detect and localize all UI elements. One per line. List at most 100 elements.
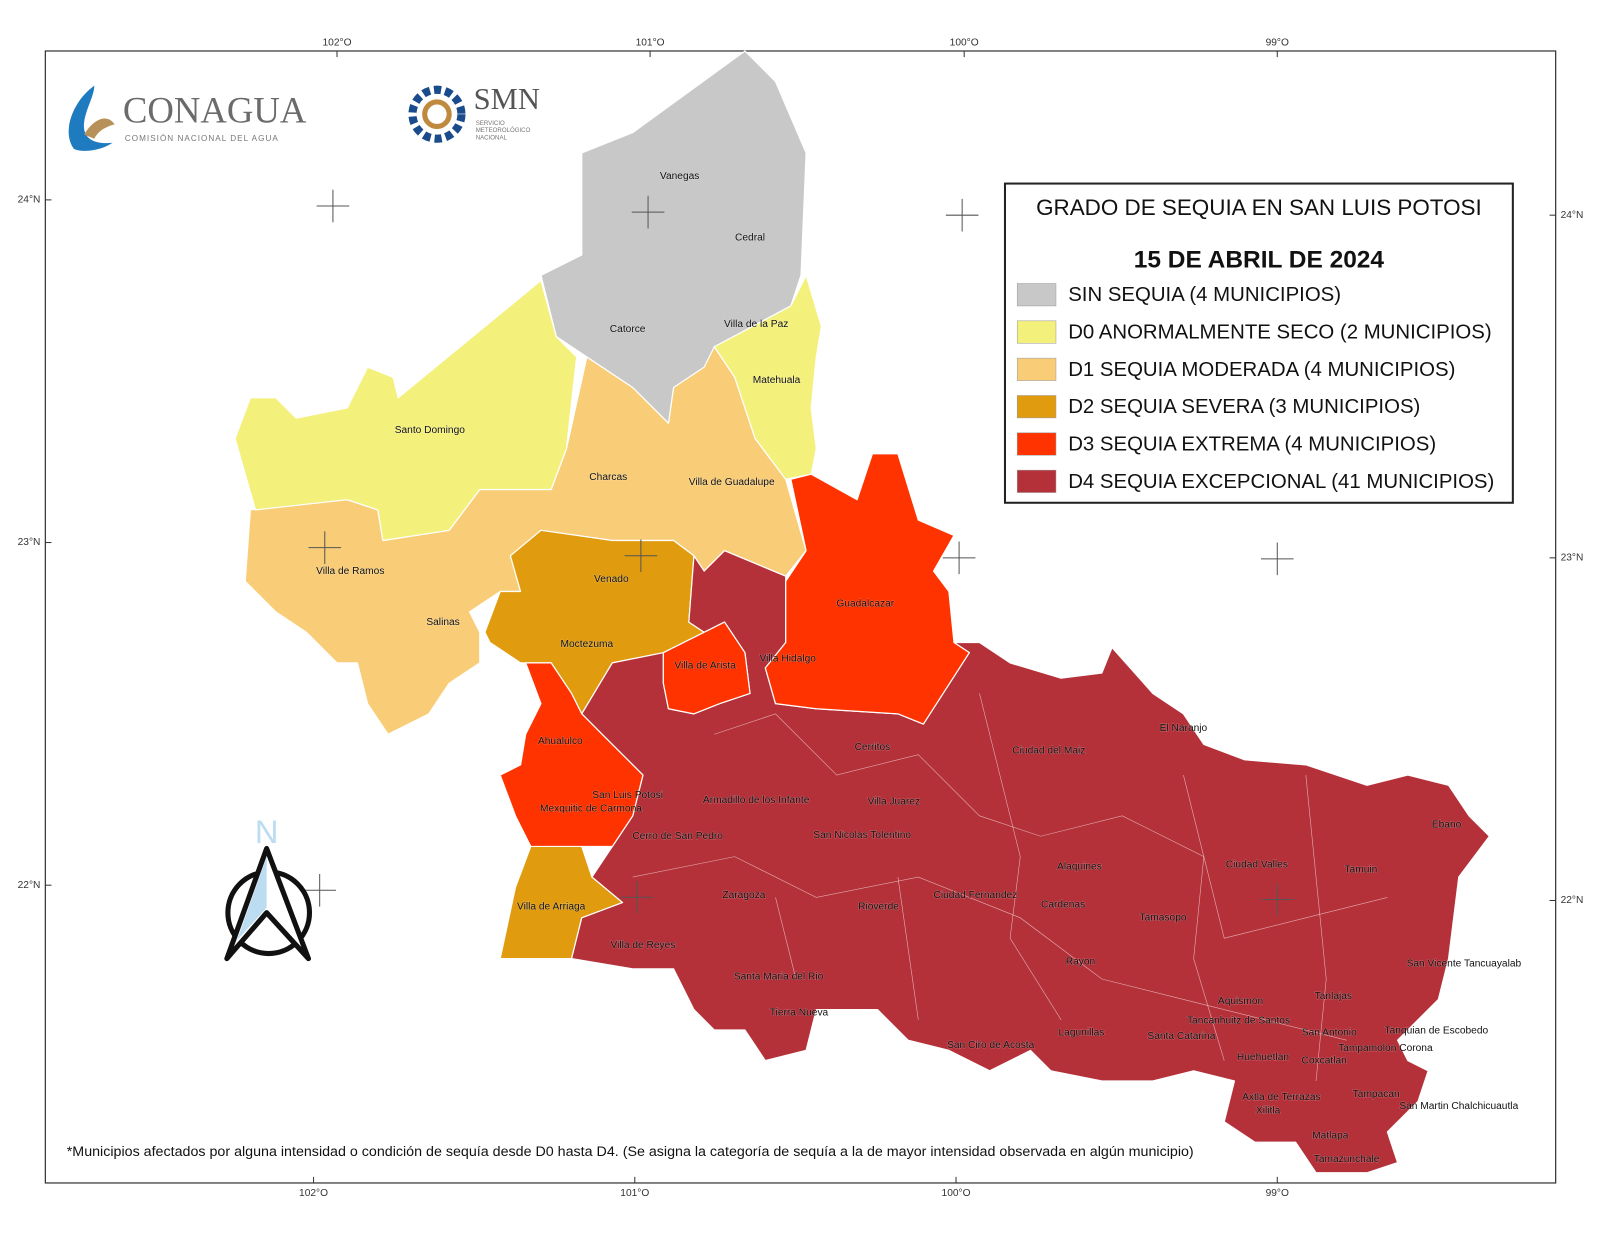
municipality-label: Santo Domingo (395, 425, 466, 436)
municipality-label: Villa Hidalgo (760, 653, 817, 664)
legend-title: GRADO DE SEQUIA EN SAN LUIS POTOSI (1036, 195, 1482, 220)
municipality-label: Villa Juarez (868, 796, 920, 807)
north-label: N (255, 813, 279, 850)
municipality-label: Cerro de San Pedro (632, 831, 723, 842)
municipality-label: Moctezuma (561, 639, 614, 650)
coordinate-label: 22°N (1561, 895, 1584, 906)
coordinate-label: 22°N (18, 880, 41, 891)
municipal-border (979, 693, 1062, 1020)
logo-subtext: SERVICIO (476, 120, 505, 127)
municipality-label: Matlapa (1312, 1131, 1349, 1142)
municipality-label: Tanquian de Escobedo (1385, 1026, 1489, 1037)
municipality-label: Ciudad Valles (1226, 859, 1288, 870)
municipality-labels: Vanegas Cedral Catorce Villa de la Paz Mateh… (316, 171, 1522, 1166)
legend-swatch (1016, 432, 1057, 456)
coordinate-label: 101°O (620, 1188, 649, 1199)
municipality-label: Charcas (589, 472, 627, 483)
graticule (303, 189, 1294, 916)
drought-region (499, 662, 644, 848)
municipality-label: Cedral (735, 232, 765, 243)
municipality-label: Tampacan (1353, 1089, 1400, 1100)
municipality-label: Tierra Nueva (770, 1007, 829, 1018)
municipal-border (632, 856, 1347, 1041)
legend: GRADO DE SEQUIA EN SAN LUIS POTOSI 15 DE… (1003, 182, 1514, 504)
municipality-label: Zaragoza (722, 890, 765, 901)
municipal-border (1183, 774, 1225, 1061)
coordinate-label: 24°N (1561, 210, 1584, 221)
municipality-label: Salinas (426, 617, 459, 628)
municipal-border (714, 713, 1388, 939)
municipality-label: Venado (594, 574, 629, 585)
municipality-label: Villa de Arriaga (517, 901, 586, 912)
regions (234, 50, 1490, 1174)
municipality-label: Rayon (1066, 956, 1095, 967)
municipality-label: Villa de Ramos (316, 566, 384, 577)
municipality-label: Huehuetlan (1237, 1052, 1289, 1063)
footnote: *Municipios afectados por alguna intensi… (67, 1144, 1194, 1160)
municipality-label: San Antonio (1302, 1028, 1357, 1039)
legend-label: D1 SEQUIA MODERADA (4 MUNICIPIOS) (1068, 359, 1455, 381)
drought-region (234, 279, 578, 542)
municipality-label: Villa de Arista (674, 661, 736, 672)
municipality-label: San Vicente Tancuayalab (1407, 958, 1522, 969)
coordinate-label: 99°O (1266, 38, 1289, 49)
legend-swatch (1016, 357, 1057, 381)
legend-box (1003, 182, 1514, 504)
municipal-border (1305, 775, 1327, 1082)
municipality-label: Axtla de Terrazas (1242, 1092, 1321, 1103)
municipality-label: Tamuin (1344, 865, 1377, 876)
municipality-label: Aquismon (1218, 996, 1263, 1007)
municipality-label: Coxcatlan (1302, 1055, 1347, 1066)
drought-region (764, 453, 970, 725)
logo-subtext: COMISIÓN NACIONAL DEL AGUA (125, 133, 279, 143)
map-frame (44, 50, 1557, 1184)
municipality-label: Santa Catarina (1147, 1031, 1215, 1042)
municipality-label: San Martin Chalchicuautla (1399, 1101, 1518, 1112)
municipality-label: Ahualulco (538, 736, 583, 747)
coordinate-label: 24°N (18, 195, 41, 206)
conagua-logo: CONAGUA COMISIÓN NACIONAL DEL AGUA (68, 85, 307, 151)
drought-region (713, 274, 823, 480)
coordinate-label: 102°O (299, 1188, 328, 1199)
coordinate-label: 101°O (636, 38, 665, 49)
legend-date: 15 DE ABRIL DE 2024 (1134, 247, 1385, 274)
logo-subtext: METEOROLÓGICO (476, 127, 531, 134)
municipality-label: Tamasopo (1140, 913, 1187, 924)
municipality-label: Tanlajas (1315, 991, 1352, 1002)
municipality-label: Mexquitic de Carmona (540, 803, 642, 814)
municipality-label: San Nicolas Tolentino (813, 830, 911, 841)
municipality-label: Villa de Guadalupe (689, 477, 775, 488)
logo-icon (422, 99, 452, 130)
municipal-border (775, 897, 797, 980)
coordinate-label: 99°O (1266, 1188, 1289, 1199)
municipality-label: Lagunillas (1059, 1028, 1105, 1039)
municipality-label: El Naranjo (1160, 723, 1208, 734)
legend-label: SIN SEQUIA (4 MUNICIPIOS) (1068, 284, 1341, 306)
legend-swatch (1016, 469, 1057, 493)
legend-swatch (1016, 283, 1057, 307)
coordinate-label: 100°O (942, 1188, 971, 1199)
north-arrow: N (224, 813, 313, 962)
coordinate-label: 100°O (950, 38, 979, 49)
municipal-border (897, 876, 919, 1020)
municipality-label: Villa de Reyes (610, 940, 675, 951)
legend-label: D0 ANORMALMENTE SECO (2 MUNICIPIOS) (1068, 321, 1491, 343)
municipality-label: Ciudad del Maiz (1012, 745, 1085, 756)
municipality-label: Armadillo de los Infante (703, 795, 810, 806)
logo-text: SMN (474, 82, 540, 116)
logo-icon (84, 118, 115, 139)
coordinate-label: 23°N (18, 537, 41, 548)
municipality-label: Cerritos (855, 742, 891, 753)
coordinate-label: 102°O (323, 38, 352, 49)
municipality-label: Cardenas (1041, 899, 1085, 910)
legend-label: D2 SEQUIA SEVERA (3 MUNICIPIOS) (1068, 396, 1420, 418)
smn-logo: SMN SERVICIO METEOROLÓGICO NACIONAL (408, 82, 540, 143)
drought-region (662, 621, 751, 715)
municipality-label: Alaquines (1057, 862, 1102, 873)
coordinate-label: 23°N (1561, 553, 1584, 564)
municipality-label: Catorce (610, 324, 646, 335)
municipality-label: Xilitla (1256, 1105, 1281, 1116)
compass-arrow (224, 845, 312, 962)
municipality-label: Villa de la Paz (724, 319, 788, 330)
